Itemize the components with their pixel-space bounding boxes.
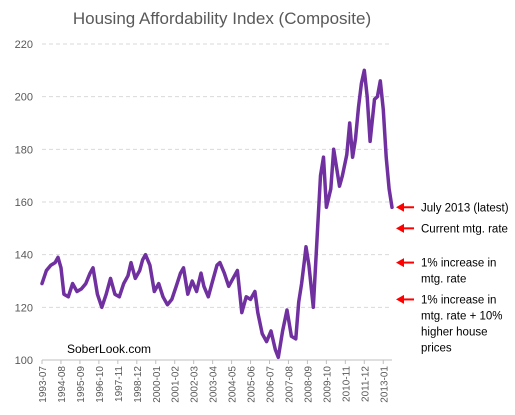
x-tick-label: 2011-12 — [360, 366, 371, 402]
x-tick-label: 2010-11 — [341, 366, 352, 402]
x-tick-label: 2004-05 — [228, 366, 239, 403]
y-tick-label: 220 — [15, 39, 33, 51]
series-line — [40, 68, 394, 360]
y-axis-ticks: 100 120 140 160 180 200 220 — [15, 39, 33, 367]
annotation-text: 1% increase in — [421, 294, 496, 306]
x-tick-label: 2013-01 — [379, 366, 390, 403]
x-tick-label: 2002-03 — [190, 366, 201, 403]
y-tick-label: 160 — [15, 197, 33, 209]
x-tick-label: 1993-07 — [38, 366, 49, 403]
x-axis-ticks: 1993-07 1994-08 1995-09 1996-10 1997-11 1998-… — [38, 360, 390, 403]
arrow-head — [396, 223, 404, 233]
annotation-text: mtg. rate + 10% — [421, 310, 503, 322]
y-tick-label: 200 — [15, 92, 33, 104]
annotation-text: mtg. rate — [421, 274, 466, 286]
annotation-text: July 2013 (latest) — [421, 202, 509, 214]
x-tick-label: 2003-04 — [209, 366, 220, 403]
annotation-text: higher house — [421, 326, 488, 338]
gridlines — [42, 43, 392, 308]
x-tick-label: 2006-07 — [266, 366, 277, 403]
x-tick-label: 2001-02 — [171, 366, 182, 403]
annotation: 1% increase in mtg. rate + 10% higher hous… — [396, 294, 503, 354]
arrow-head — [396, 202, 404, 212]
watermark-text: SoberLook.com — [67, 342, 151, 356]
x-tick-label: 2005-06 — [247, 366, 258, 403]
y-tick-label: 140 — [15, 250, 33, 262]
arrow-head — [396, 294, 404, 304]
annotation: July 2013 (latest) — [396, 202, 509, 214]
x-tick-label: 1994-08 — [57, 366, 68, 403]
annotation-text: 1% increase in — [421, 258, 496, 270]
annotation: 1% increase in mtg. rate — [396, 258, 496, 286]
annotation-text: Current mtg. rate — [421, 223, 508, 235]
annotation-text: prices — [421, 342, 452, 354]
x-tick-label: 1995-09 — [76, 366, 87, 403]
x-tick-label: 2009-10 — [322, 366, 333, 403]
x-tick-label: 2007-08 — [284, 366, 295, 403]
y-tick-label: 180 — [15, 144, 33, 156]
series-lines — [40, 68, 394, 360]
arrow-head — [396, 258, 404, 268]
y-tick-label: 100 — [15, 355, 33, 367]
x-tick-label: 1998-12 — [133, 366, 144, 403]
x-tick-label: 1997-11 — [114, 366, 125, 402]
y-tick-label: 120 — [15, 302, 33, 314]
chart-title: Housing Affordability Index (Composite) — [73, 9, 371, 28]
x-tick-label: 2008-09 — [303, 366, 314, 403]
x-tick-label: 2000-01 — [152, 366, 163, 403]
annotations: July 2013 (latest) Current mtg. rate 1% in… — [396, 202, 509, 354]
x-tick-label: 1996-10 — [95, 366, 106, 403]
annotation: Current mtg. rate — [396, 223, 508, 235]
